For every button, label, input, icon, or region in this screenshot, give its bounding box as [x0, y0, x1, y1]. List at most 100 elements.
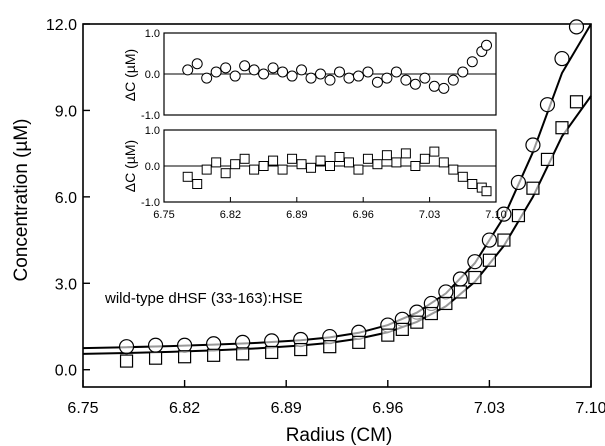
- residual-point-square: [277, 164, 288, 175]
- residual-point-circle: [296, 64, 308, 76]
- residual-point-circle: [315, 68, 327, 80]
- y-axis-label: Concentration (µM): [11, 118, 32, 281]
- data-point-square: [424, 306, 438, 321]
- residual-point-circle: [457, 66, 469, 78]
- inset-x-tick-label: 7.03: [419, 209, 440, 221]
- x-tick-label: 7.10: [575, 400, 605, 417]
- data-point-square: [410, 315, 424, 329]
- inset-top-residual-points: [182, 39, 493, 94]
- data-point-square: [453, 285, 467, 299]
- residual-point-circle: [305, 72, 317, 84]
- residual-point-square: [343, 157, 354, 168]
- data-point-square: [148, 351, 163, 365]
- data-point-square: [482, 253, 496, 267]
- residual-point-circle: [267, 62, 279, 74]
- residual-point-circle: [286, 70, 298, 82]
- residual-point-square: [258, 161, 269, 171]
- residual-point-circle: [390, 66, 402, 78]
- inset-top-y-label: ΔC (µM): [122, 49, 138, 101]
- residual-point-square: [334, 152, 345, 162]
- inset-y-tick-label: 1.0: [145, 125, 160, 137]
- inset-bottom-y-label: ΔC (µM): [122, 140, 138, 192]
- residual-point-circle: [438, 82, 450, 94]
- inset-x-tick-label: 7.10: [485, 209, 506, 221]
- inset-y-tick-label: 0.0: [145, 69, 160, 81]
- residual-point-square: [211, 157, 222, 168]
- residual-point-circle: [400, 74, 412, 86]
- residual-point-square: [182, 171, 193, 182]
- data-point-square: [395, 322, 409, 336]
- residual-point-square: [467, 179, 478, 189]
- y-tick-label: 3.0: [55, 276, 77, 293]
- residual-point-square: [448, 164, 459, 175]
- inset-y-tick-label: -1.0: [141, 197, 160, 209]
- data-point-square: [207, 348, 221, 362]
- x-tick-label: 6.96: [372, 400, 403, 417]
- y-tick-label: 6.0: [55, 190, 77, 207]
- residual-point-circle: [248, 64, 260, 76]
- residual-point-circle: [481, 39, 493, 51]
- inset-y-tick-label: -1.0: [141, 110, 160, 122]
- residual-point-square: [438, 157, 449, 168]
- residual-point-circle: [229, 70, 241, 82]
- residual-point-square: [400, 148, 411, 159]
- inset-bottom-y-ticks: -1.0 0.0 1.0: [141, 125, 169, 209]
- data-point-circle: [177, 337, 193, 353]
- x-tick-label: 6.89: [271, 400, 302, 417]
- residual-point-circle: [409, 78, 421, 90]
- inset-bottom-x-ticks: 6.75 6.82 6.89 6.96 7.03 7.10: [153, 197, 507, 221]
- residual-point-square: [429, 146, 440, 157]
- residual-point-square: [457, 171, 468, 182]
- data-point-circle: [568, 19, 585, 35]
- data-point-circle: [510, 174, 527, 191]
- data-point-square: [526, 181, 540, 195]
- main-data-points: [118, 19, 585, 368]
- residual-point-circle: [220, 62, 232, 74]
- residual-point-square: [315, 155, 326, 166]
- data-point-square: [540, 152, 555, 167]
- residual-point-square: [325, 161, 335, 171]
- y-tick-label: 9.0: [55, 103, 77, 120]
- residual-point-square: [201, 164, 212, 175]
- residual-point-square: [353, 164, 364, 175]
- data-point-circle: [467, 254, 483, 270]
- main-plot-frame: [82, 23, 592, 388]
- data-point-square: [236, 347, 250, 361]
- residual-point-square: [296, 159, 307, 170]
- inset-y-tick-label: 0.0: [145, 161, 160, 173]
- residual-point-circle: [447, 74, 459, 86]
- data-point-circle: [525, 137, 541, 153]
- residual-point-square: [362, 153, 373, 164]
- residual-point-circle: [277, 66, 289, 78]
- x-axis-label: Radius (CM): [286, 425, 393, 446]
- data-point-circle: [264, 333, 280, 349]
- residual-point-circle: [201, 72, 213, 84]
- residual-point-square: [410, 161, 421, 171]
- residual-point-circle: [239, 60, 251, 72]
- residual-point-square: [220, 168, 231, 179]
- data-point-square: [178, 350, 192, 364]
- data-point-square: [439, 296, 453, 311]
- data-point-square: [569, 95, 584, 109]
- data-point-square: [119, 354, 134, 368]
- data-point-circle: [147, 337, 164, 353]
- inset-x-tick-label: 6.96: [352, 209, 373, 221]
- data-point-circle: [481, 232, 497, 248]
- data-point-square: [511, 208, 526, 223]
- residual-point-circle: [343, 72, 355, 84]
- residual-point-circle: [258, 68, 270, 80]
- sample-annotation: wild-type dHSF (33-163):HSE: [104, 290, 303, 307]
- residual-point-circle: [352, 70, 364, 82]
- residual-point-circle: [324, 74, 336, 86]
- x-tick-label: 6.82: [169, 400, 200, 417]
- residual-point-square: [419, 153, 430, 164]
- data-point-square: [323, 340, 337, 354]
- residual-point-square: [306, 162, 317, 173]
- data-point-square: [352, 335, 366, 349]
- data-point-circle: [235, 334, 251, 350]
- inset-x-tick-label: 6.75: [153, 209, 174, 221]
- data-point-circle: [452, 271, 468, 287]
- x-tick-label: 7.03: [474, 400, 505, 417]
- main-x-ticks: 6.75 6.82 6.89 6.96 7.03 7.10: [67, 380, 605, 417]
